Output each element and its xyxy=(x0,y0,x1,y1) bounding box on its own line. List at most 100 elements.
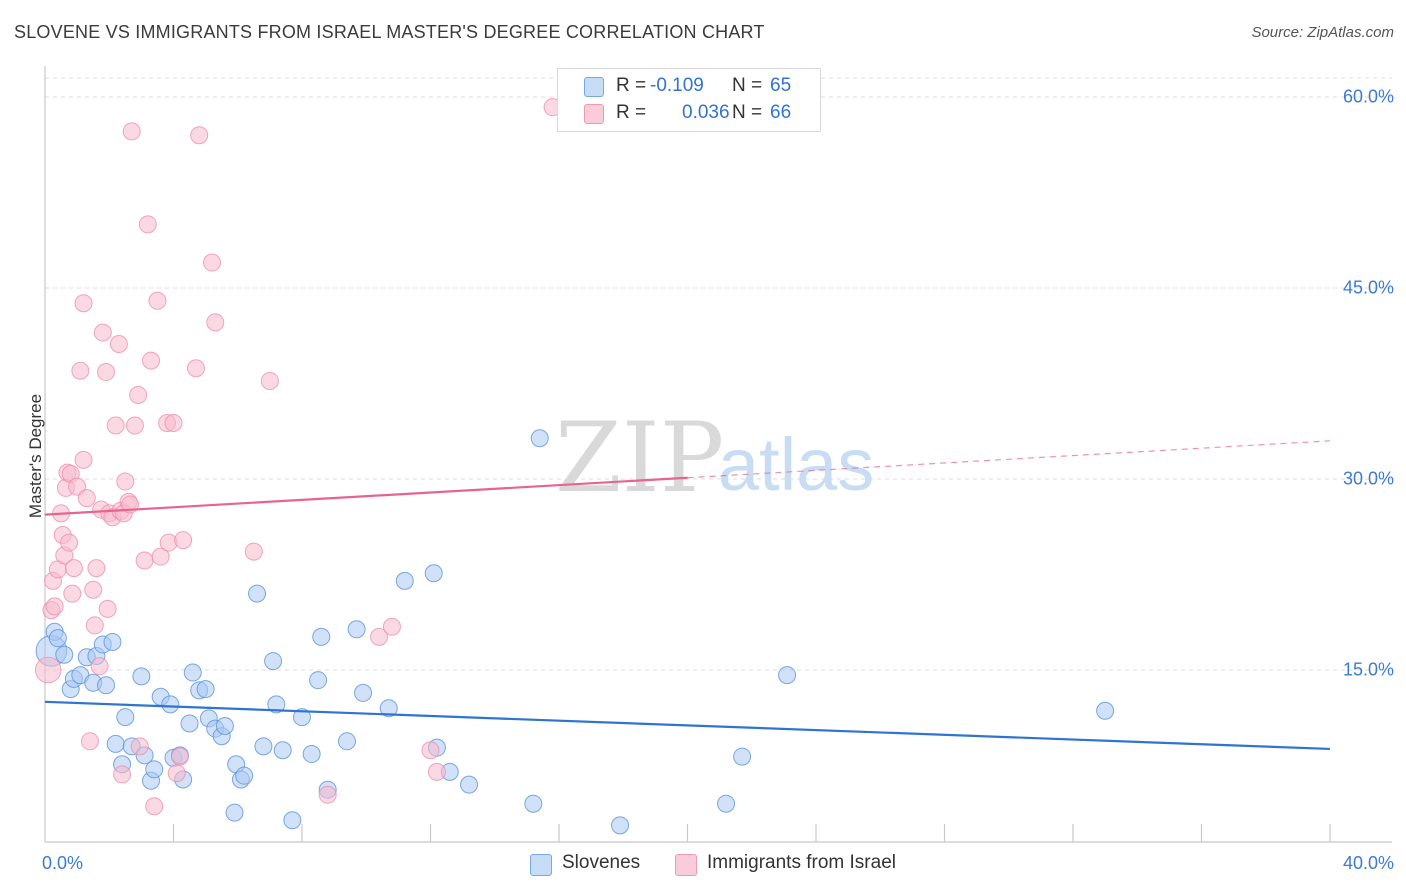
r-value: -0.109 xyxy=(650,75,704,96)
data-point xyxy=(48,629,67,648)
data-point xyxy=(71,361,90,380)
watermark-atlas: atlas xyxy=(718,423,874,506)
trend-line-slovenes xyxy=(44,700,1331,751)
data-point xyxy=(142,351,161,370)
data-point xyxy=(196,680,215,699)
data-point xyxy=(63,584,82,603)
r-value: 0.036 xyxy=(682,102,730,123)
data-point xyxy=(347,620,366,639)
data-point xyxy=(93,323,112,342)
r-label: R = xyxy=(616,102,647,123)
data-point xyxy=(379,699,398,718)
data-point xyxy=(460,775,479,794)
data-point xyxy=(129,385,148,404)
data-point xyxy=(370,627,389,646)
data-point xyxy=(55,645,74,664)
series-slovenes xyxy=(35,429,1115,835)
data-point xyxy=(395,571,414,590)
data-point xyxy=(244,542,263,561)
data-point xyxy=(145,760,164,779)
data-point xyxy=(64,559,83,578)
data-point xyxy=(170,747,189,766)
correlation-legend: R = -0.109 N = 65 R = 0.036 N = 66 xyxy=(557,68,821,132)
data-point xyxy=(113,765,132,784)
data-point xyxy=(421,741,440,760)
data-point xyxy=(80,732,99,751)
chart-title: SLOVENE VS IMMIGRANTS FROM ISRAEL MASTER… xyxy=(14,22,765,42)
data-point xyxy=(161,695,180,714)
data-point xyxy=(164,413,183,432)
data-point xyxy=(248,584,267,603)
x-tick-label: 0.0% xyxy=(42,853,84,873)
data-point xyxy=(132,667,151,686)
data-point xyxy=(611,816,630,835)
data-point xyxy=(180,714,199,733)
data-point xyxy=(186,359,205,378)
data-point xyxy=(273,741,292,760)
data-point xyxy=(106,416,125,435)
data-point xyxy=(235,766,254,785)
data-point xyxy=(106,734,125,753)
data-point xyxy=(293,708,311,727)
data-point xyxy=(74,450,93,469)
data-point xyxy=(183,663,202,682)
data-point xyxy=(151,547,170,566)
data-point xyxy=(264,652,283,671)
legend-label-israel: Immigrants from Israel xyxy=(707,852,896,873)
data-point xyxy=(34,656,62,684)
data-point xyxy=(717,794,736,813)
data-point xyxy=(125,416,144,435)
y-axis-label: Master's Degree xyxy=(26,393,45,519)
y-tick-label: 30.0% xyxy=(1342,468,1394,489)
r-label: R = xyxy=(616,75,647,96)
data-point xyxy=(267,695,286,714)
data-point xyxy=(778,666,797,685)
data-point xyxy=(190,126,209,145)
data-point xyxy=(85,616,104,635)
watermark: ZIP atlas xyxy=(555,402,874,514)
data-point xyxy=(138,215,157,234)
n-label: N = xyxy=(732,75,763,96)
data-point xyxy=(97,363,116,382)
data-points xyxy=(34,98,1115,835)
n-label: N = xyxy=(732,102,763,123)
data-point xyxy=(98,599,117,618)
axes xyxy=(44,66,1392,843)
series-israel xyxy=(34,98,562,816)
y-tick-label: 45.0% xyxy=(1342,277,1394,298)
data-point xyxy=(103,632,122,651)
legend-swatch-israel xyxy=(584,104,604,124)
data-point xyxy=(77,489,96,508)
n-value: 66 xyxy=(770,102,792,123)
data-point xyxy=(309,671,328,690)
data-point xyxy=(337,732,356,751)
data-point xyxy=(84,580,103,599)
data-point xyxy=(174,531,193,550)
data-point xyxy=(68,477,87,496)
data-point xyxy=(260,371,279,390)
data-point xyxy=(427,762,446,781)
legend-swatch-slovenes xyxy=(584,77,604,97)
data-point xyxy=(354,683,373,702)
trend-line-israel xyxy=(44,476,688,516)
trend-line-extension xyxy=(687,440,1331,479)
n-value: 65 xyxy=(770,75,792,96)
data-point xyxy=(206,313,225,332)
data-point xyxy=(283,811,302,830)
y-tick-label: 60.0% xyxy=(1342,86,1394,107)
data-point xyxy=(424,564,443,583)
data-point xyxy=(733,747,752,766)
legend-swatch-israel xyxy=(675,854,697,876)
source-credit: Source: ZipAtlas.com xyxy=(1251,24,1394,41)
data-point xyxy=(203,253,222,272)
legend-swatch-slovenes xyxy=(530,854,552,876)
data-point xyxy=(254,737,273,756)
data-point xyxy=(116,708,135,727)
data-point xyxy=(116,472,135,491)
x-tick-label: 40.0% xyxy=(1342,853,1394,873)
data-point xyxy=(225,803,244,822)
data-point xyxy=(130,737,149,756)
gridlines xyxy=(45,77,1392,671)
data-point xyxy=(122,122,141,141)
